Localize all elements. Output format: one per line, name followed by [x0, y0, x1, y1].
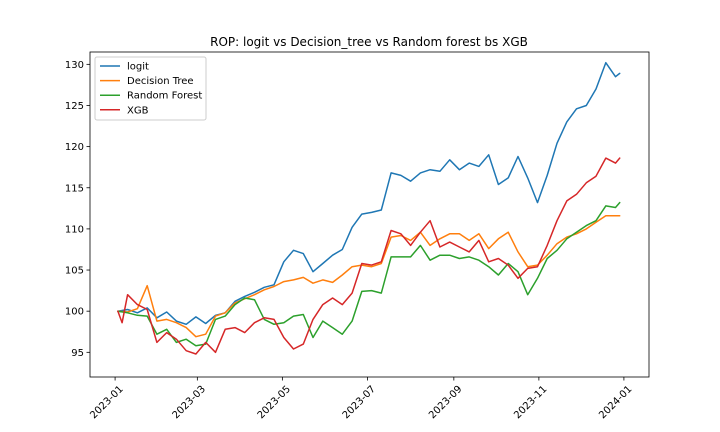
y-axis: 95 100 105 110 115 120 125 130 [65, 60, 90, 359]
y-tick-label: 125 [65, 101, 84, 112]
series-line-random-forest [117, 201, 621, 347]
plot-frame [89, 51, 650, 378]
series-group [117, 61, 621, 355]
series-line-xgb [117, 157, 621, 355]
y-tick-label: 105 [65, 266, 84, 277]
legend-label-xgb: XGB [127, 105, 149, 116]
series-line-decision-tree [117, 214, 621, 338]
y-tick-label: 120 [65, 142, 84, 153]
legend: logit Decision Tree Random Forest XGB [94, 56, 207, 121]
legend-label-random-forest: Random Forest [127, 91, 202, 102]
y-tick-label: 110 [65, 224, 84, 235]
legend-label-decision-tree: Decision Tree [127, 76, 194, 87]
y-tick-label: 130 [65, 60, 84, 71]
y-tick-label: 95 [71, 348, 84, 359]
y-tick-label: 100 [65, 307, 84, 318]
legend-label-logit: logit [127, 62, 149, 73]
chart-title: ROP: logit vs Decision_tree vs Random fo… [210, 35, 528, 49]
y-tick-label: 115 [65, 183, 84, 194]
series-line-logit [117, 61, 621, 326]
legend-box [94, 56, 207, 121]
